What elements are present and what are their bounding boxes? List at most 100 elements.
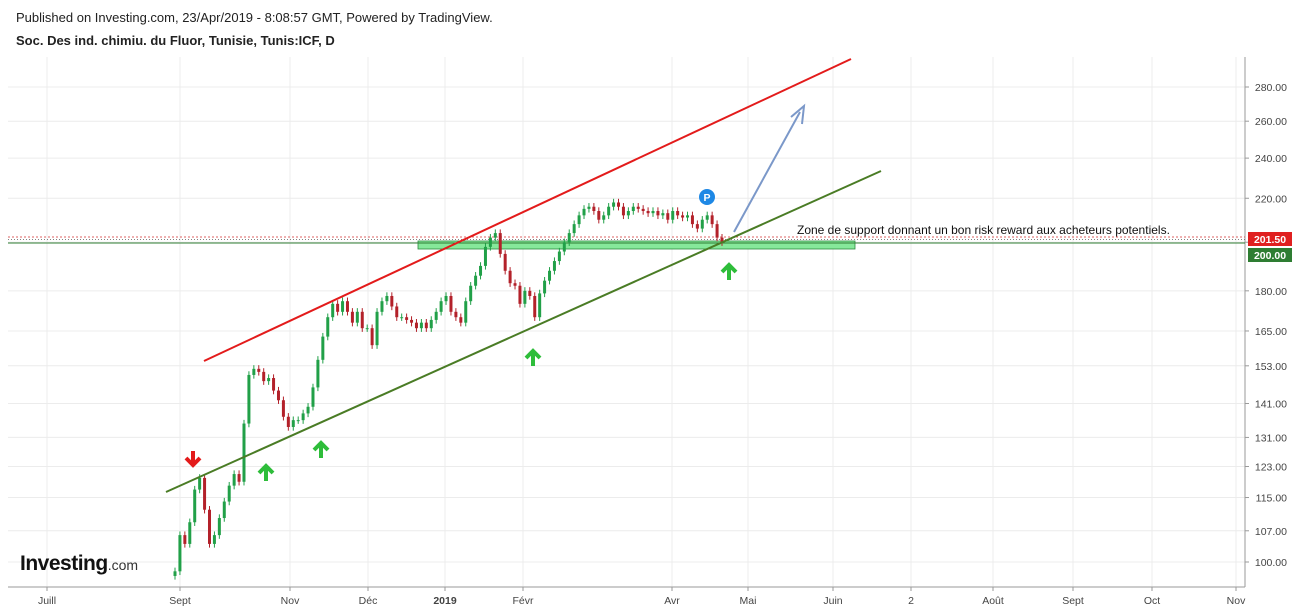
candle-body: [193, 489, 197, 523]
candle-body: [626, 211, 630, 216]
candle-body: [528, 290, 532, 296]
support-annotation: Zone de support donnant un bon risk rewa…: [797, 223, 1170, 237]
candle-body: [552, 261, 556, 271]
candle-body: [316, 359, 320, 388]
candle-body: [262, 371, 266, 382]
candle-body: [360, 311, 364, 329]
candle-body: [355, 311, 359, 323]
candle-body: [656, 211, 660, 216]
candle-body: [341, 301, 345, 312]
candle-body: [705, 215, 709, 220]
candle-body: [474, 275, 478, 286]
up-arrow-icon: [257, 463, 275, 481]
candle-body: [597, 211, 601, 220]
candle-body: [237, 474, 241, 482]
price-axis-labels: 280.00 260.00 240.00 220.00 200.00 180.00 165.…: [1245, 82, 1287, 569]
down-arrow-icon: [184, 451, 202, 468]
candle-body: [577, 215, 581, 225]
price-label: 280.00: [1255, 82, 1287, 94]
price-tag-201-50: 201.50: [1248, 232, 1292, 246]
candle-body: [592, 206, 596, 212]
candle-body: [641, 208, 645, 212]
vertical-grid: [46, 57, 1237, 587]
price-label: 115.00: [1256, 493, 1287, 505]
candle-body: [203, 477, 207, 510]
time-label: Sept: [169, 595, 191, 607]
candle-body: [345, 301, 349, 312]
candle-body: [617, 202, 621, 207]
candle-body: [375, 311, 379, 346]
candle-body: [700, 219, 704, 229]
candle-body: [567, 233, 571, 243]
time-label: 2: [908, 595, 914, 607]
candle-body: [410, 319, 414, 323]
candle-body: [380, 301, 384, 312]
price-label: 123.00: [1255, 461, 1287, 473]
candle-body: [464, 301, 468, 323]
price-label: 107.00: [1255, 526, 1287, 538]
candle-body: [178, 535, 182, 572]
candle-body: [646, 211, 650, 214]
candle-body: [296, 420, 300, 422]
candle-body: [543, 280, 547, 294]
price-label: 153.00: [1255, 361, 1287, 373]
candle-body: [439, 301, 443, 312]
candle-body: [449, 295, 453, 312]
marker-p[interactable]: P: [699, 189, 715, 205]
candle-body: [183, 535, 187, 544]
candle-body: [331, 303, 335, 318]
candle-body: [350, 311, 354, 323]
candle-body: [188, 522, 192, 544]
price-label: 165.00: [1255, 326, 1287, 338]
candle-body: [479, 265, 483, 276]
candle-body: [286, 416, 290, 427]
price-label: 131.00: [1255, 432, 1287, 444]
candle-body: [483, 246, 487, 266]
candle-body: [582, 208, 586, 216]
time-label: Juin: [823, 595, 842, 607]
candle-body: [469, 285, 473, 302]
support-zone: [8, 236, 1245, 250]
time-axis-labels: Juill Sept Nov Déc 2019 Févr Avr Mai Juin 2 Août Se…: [38, 587, 1246, 607]
projection-arrow: [733, 103, 806, 233]
candle-body: [488, 237, 492, 247]
candle-body: [444, 295, 448, 302]
candle-body: [538, 293, 542, 318]
candle-body: [276, 390, 280, 401]
candle-body: [336, 303, 340, 312]
candle-body: [424, 322, 428, 329]
up-arrow-icon: [720, 262, 738, 280]
candle-body: [631, 206, 635, 212]
candle-body: [370, 328, 374, 346]
channel-lower-line: [165, 170, 882, 493]
candle-body: [207, 509, 211, 544]
candle-body: [247, 374, 251, 424]
candle-body: [695, 224, 699, 229]
candle-body: [508, 270, 512, 284]
price-label: 220.00: [1255, 193, 1287, 205]
candle-body: [518, 285, 522, 304]
price-label: 100.00: [1255, 557, 1287, 569]
price-label: 141.00: [1255, 398, 1287, 410]
price-label: 260.00: [1255, 116, 1287, 128]
candle-body: [301, 413, 305, 421]
candle-body: [621, 206, 625, 216]
candle-body: [676, 211, 680, 216]
candle-body: [267, 378, 271, 382]
symbol-title: Soc. Des ind. chimiu. du Fluor, Tunisie,…: [16, 33, 335, 48]
candle-body: [651, 211, 655, 214]
price-label: 180.00: [1255, 286, 1287, 298]
candle-body: [272, 378, 276, 391]
candle-body: [710, 215, 714, 225]
candle-body: [434, 311, 438, 320]
candle-body: [429, 319, 433, 329]
candle-body: [666, 213, 670, 220]
candle-body: [612, 202, 616, 207]
time-label: Nov: [281, 595, 300, 607]
candle-body: [671, 211, 675, 220]
candle-body: [414, 322, 418, 329]
candle-body: [681, 215, 685, 218]
candle-body: [513, 283, 517, 286]
svg-text:P: P: [703, 192, 710, 204]
